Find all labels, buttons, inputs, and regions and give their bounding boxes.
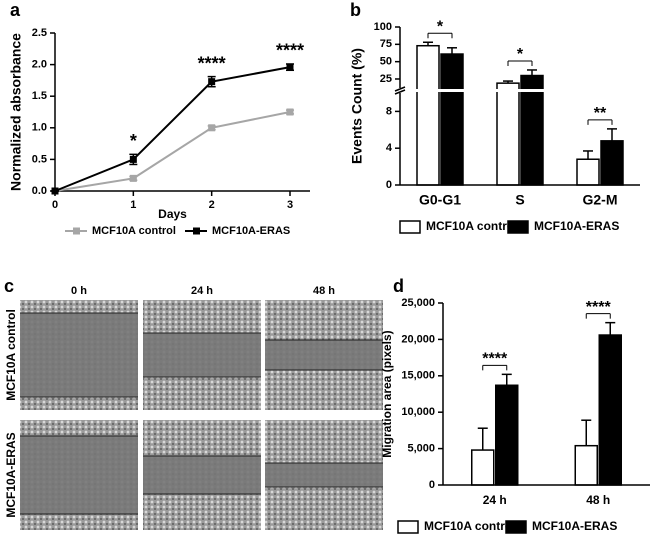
y-tick-label: 25 <box>380 73 392 85</box>
y-tick-label: 20,000 <box>401 333 435 345</box>
x-tick-label: 3 <box>287 199 293 211</box>
scratch-gap <box>265 463 383 487</box>
scratch-gap <box>20 436 138 514</box>
legend-marker <box>73 227 80 235</box>
legend-label: MCF10A control <box>424 519 516 533</box>
panel-letter: c <box>4 276 14 296</box>
y-tick-label: 4 <box>386 142 393 154</box>
significance: * <box>437 18 444 35</box>
y-tick-label: 5,000 <box>407 443 435 455</box>
legend-swatch <box>505 520 527 534</box>
scratch-gap <box>20 313 138 397</box>
significance: **** <box>586 299 612 316</box>
legend-swatch <box>397 520 419 534</box>
y-axis-label: Normalized absorbance <box>8 33 24 191</box>
scratch-gap <box>143 333 261 377</box>
point <box>286 63 294 71</box>
legend-marker <box>193 227 200 235</box>
panel-letter: d <box>393 276 404 296</box>
significance: * <box>130 131 137 151</box>
y-tick-label: 75 <box>380 38 392 50</box>
y-tick-label: 1.5 <box>32 90 47 102</box>
y-tick-label: 10,000 <box>401 406 435 418</box>
series-line <box>54 66 291 192</box>
x-tick-label: 2 <box>209 199 215 211</box>
bar <box>600 140 624 186</box>
bar <box>416 44 440 186</box>
y-tick-label: 8 <box>386 105 392 117</box>
point <box>208 124 216 132</box>
y-tick-label: 50 <box>380 56 392 68</box>
point <box>51 187 59 195</box>
column-label: 48 h <box>313 285 335 297</box>
significance: ** <box>594 105 607 122</box>
row-label: MCF10A control <box>4 309 18 401</box>
bar <box>471 449 495 486</box>
x-tick-label: G2-M <box>583 192 618 208</box>
y-tick-label: 0 <box>429 479 435 491</box>
x-tick-label: 48 h <box>586 493 610 507</box>
legend-label: MCF10A-ERAS <box>534 219 619 233</box>
point <box>129 174 137 182</box>
point <box>129 155 137 163</box>
scratch-gap <box>143 456 261 494</box>
significance: **** <box>198 53 226 73</box>
y-tick-label: 1.0 <box>32 122 47 134</box>
y-tick-label: 0.5 <box>32 153 47 165</box>
row-label: MCF10A-ERAS <box>4 432 18 517</box>
axis-break-mark <box>394 89 406 95</box>
y-tick-label: 0.0 <box>32 185 47 197</box>
legend-label: MCF10A-ERAS <box>532 519 617 533</box>
bar <box>576 158 600 186</box>
axis-break-gap <box>392 89 640 92</box>
x-tick-label: G0-G1 <box>419 192 461 208</box>
axis-break-mark <box>394 86 406 92</box>
bar <box>440 53 464 186</box>
legend-swatch <box>399 220 421 234</box>
x-tick-label: 24 h <box>483 493 507 507</box>
legend-label: MCF10A control <box>426 219 518 233</box>
panel-letter: a <box>10 0 21 20</box>
y-tick-label: 2.0 <box>32 59 47 71</box>
panel-letter: b <box>350 0 361 20</box>
y-tick-label: 15,000 <box>401 370 435 382</box>
column-label: 24 h <box>191 285 213 297</box>
y-axis-label: Migration area (pixels) <box>380 330 394 457</box>
x-tick-label: 1 <box>130 199 136 211</box>
y-tick-label: 0 <box>386 179 392 191</box>
legend-label: MCF10A control <box>92 225 176 237</box>
significance: * <box>517 46 524 63</box>
x-axis-label: Days <box>158 207 187 221</box>
point <box>208 78 216 86</box>
series-line <box>54 111 291 192</box>
y-axis-label: Events Count (%) <box>349 48 365 164</box>
legend-swatch <box>507 220 529 234</box>
x-tick-label: S <box>515 192 524 208</box>
column-label: 0 h <box>71 285 87 297</box>
significance: **** <box>482 351 508 368</box>
bar <box>574 444 598 486</box>
bar <box>496 82 520 186</box>
scratch-gap <box>265 340 383 370</box>
micrographs <box>20 300 383 530</box>
point <box>286 108 294 116</box>
y-tick-label: 2.5 <box>32 27 47 39</box>
y-tick-label: 25,000 <box>401 297 435 309</box>
y-tick-label: 100 <box>374 21 392 33</box>
x-tick-label: 0 <box>52 199 58 211</box>
legend-label: MCF10A-ERAS <box>212 225 290 237</box>
bar <box>495 384 519 486</box>
significance: **** <box>276 41 304 61</box>
bar <box>598 334 622 486</box>
